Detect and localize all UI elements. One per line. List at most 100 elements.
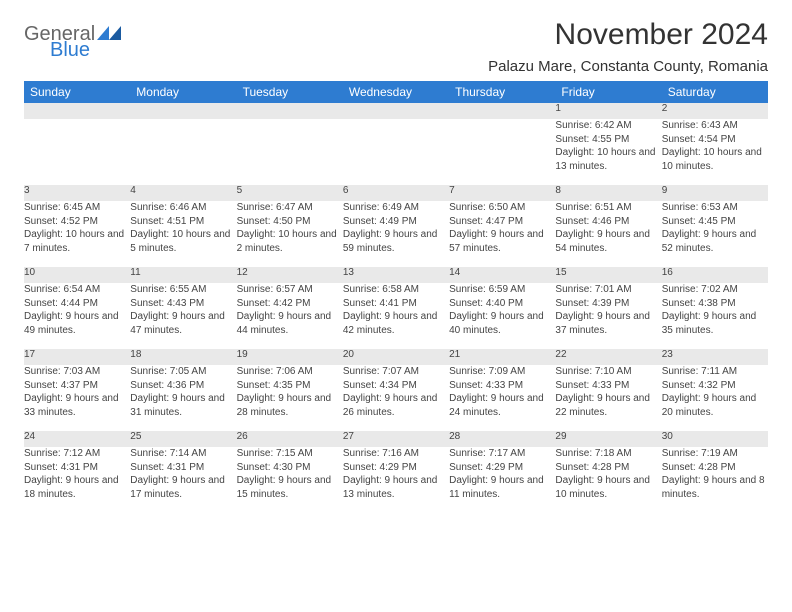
- sunset-line: Sunset: 4:30 PM: [237, 461, 343, 475]
- day-number-cell: 20: [343, 349, 449, 365]
- day-number-cell: 30: [662, 431, 768, 447]
- day-number-cell: 4: [130, 185, 236, 201]
- day-number-cell: 29: [555, 431, 661, 447]
- daylight-line: Daylight: 9 hours and 10 minutes.: [555, 474, 661, 501]
- sunset-line: Sunset: 4:40 PM: [449, 297, 555, 311]
- day-number-cell: 27: [343, 431, 449, 447]
- sunrise-line: Sunrise: 6:45 AM: [24, 201, 130, 215]
- daylight-line: Daylight: 10 hours and 10 minutes.: [662, 146, 768, 173]
- sunset-line: Sunset: 4:49 PM: [343, 215, 449, 229]
- day-number-cell: 8: [555, 185, 661, 201]
- sunrise-line: Sunrise: 7:03 AM: [24, 365, 130, 379]
- sunrise-line: Sunrise: 6:49 AM: [343, 201, 449, 215]
- daylight-line: Daylight: 9 hours and 20 minutes.: [662, 392, 768, 419]
- sunrise-line: Sunrise: 7:06 AM: [237, 365, 343, 379]
- day-number-cell: 9: [662, 185, 768, 201]
- header: General Blue November 2024 Palazu Mare, …: [24, 18, 768, 75]
- daylight-line: Daylight: 9 hours and 18 minutes.: [24, 474, 130, 501]
- sunset-line: Sunset: 4:50 PM: [237, 215, 343, 229]
- day-number-cell: 13: [343, 267, 449, 283]
- day-detail-cell: Sunrise: 7:17 AMSunset: 4:29 PMDaylight:…: [449, 447, 555, 513]
- sunrise-line: Sunrise: 6:53 AM: [662, 201, 768, 215]
- sunset-line: Sunset: 4:55 PM: [555, 133, 661, 147]
- col-tuesday: Tuesday: [237, 81, 343, 103]
- sunset-line: Sunset: 4:29 PM: [449, 461, 555, 475]
- daylight-line: Daylight: 9 hours and 8 minutes.: [662, 474, 768, 501]
- day-detail-cell: Sunrise: 7:10 AMSunset: 4:33 PMDaylight:…: [555, 365, 661, 431]
- day-number-cell: 3: [24, 185, 130, 201]
- sunrise-line: Sunrise: 6:51 AM: [555, 201, 661, 215]
- day-number-cell: 16: [662, 267, 768, 283]
- day-number-cell: 23: [662, 349, 768, 365]
- detail-row: Sunrise: 7:12 AMSunset: 4:31 PMDaylight:…: [24, 447, 768, 513]
- sunset-line: Sunset: 4:37 PM: [24, 379, 130, 393]
- daylight-line: Daylight: 9 hours and 33 minutes.: [24, 392, 130, 419]
- sunset-line: Sunset: 4:44 PM: [24, 297, 130, 311]
- logo-text-blue: Blue: [50, 40, 90, 60]
- day-number-cell: 10: [24, 267, 130, 283]
- sunset-line: Sunset: 4:32 PM: [662, 379, 768, 393]
- location: Palazu Mare, Constanta County, Romania: [488, 58, 768, 75]
- daylight-line: Daylight: 9 hours and 57 minutes.: [449, 228, 555, 255]
- sunrise-line: Sunrise: 6:59 AM: [449, 283, 555, 297]
- sunrise-line: Sunrise: 7:12 AM: [24, 447, 130, 461]
- col-friday: Friday: [555, 81, 661, 103]
- day-detail-cell: Sunrise: 7:19 AMSunset: 4:28 PMDaylight:…: [662, 447, 768, 513]
- day-number-cell: 14: [449, 267, 555, 283]
- sunset-line: Sunset: 4:42 PM: [237, 297, 343, 311]
- day-detail-cell: Sunrise: 6:53 AMSunset: 4:45 PMDaylight:…: [662, 201, 768, 267]
- day-number-cell: 11: [130, 267, 236, 283]
- sunrise-line: Sunrise: 6:50 AM: [449, 201, 555, 215]
- daylight-line: Daylight: 9 hours and 24 minutes.: [449, 392, 555, 419]
- day-number-cell: 17: [24, 349, 130, 365]
- sunrise-line: Sunrise: 7:18 AM: [555, 447, 661, 461]
- day-detail-cell: Sunrise: 6:59 AMSunset: 4:40 PMDaylight:…: [449, 283, 555, 349]
- sunrise-line: Sunrise: 6:54 AM: [24, 283, 130, 297]
- day-number-cell: 15: [555, 267, 661, 283]
- daylight-line: Daylight: 10 hours and 5 minutes.: [130, 228, 236, 255]
- sunset-line: Sunset: 4:52 PM: [24, 215, 130, 229]
- day-detail-cell: Sunrise: 7:05 AMSunset: 4:36 PMDaylight:…: [130, 365, 236, 431]
- sunrise-line: Sunrise: 6:42 AM: [555, 119, 661, 133]
- sunset-line: Sunset: 4:34 PM: [343, 379, 449, 393]
- daynum-row: 10111213141516: [24, 267, 768, 283]
- day-number-cell: 24: [24, 431, 130, 447]
- day-detail-cell: Sunrise: 6:50 AMSunset: 4:47 PMDaylight:…: [449, 201, 555, 267]
- day-detail-cell: Sunrise: 7:09 AMSunset: 4:33 PMDaylight:…: [449, 365, 555, 431]
- sunrise-line: Sunrise: 7:05 AM: [130, 365, 236, 379]
- sunset-line: Sunset: 4:33 PM: [555, 379, 661, 393]
- day-detail-cell: Sunrise: 6:58 AMSunset: 4:41 PMDaylight:…: [343, 283, 449, 349]
- day-number-cell: 25: [130, 431, 236, 447]
- sunrise-line: Sunrise: 7:07 AM: [343, 365, 449, 379]
- daylight-line: Daylight: 10 hours and 7 minutes.: [24, 228, 130, 255]
- daylight-line: Daylight: 9 hours and 54 minutes.: [555, 228, 661, 255]
- calendar-table: Sunday Monday Tuesday Wednesday Thursday…: [24, 81, 768, 513]
- logo-icon: [97, 24, 121, 44]
- col-wednesday: Wednesday: [343, 81, 449, 103]
- daylight-line: Daylight: 9 hours and 35 minutes.: [662, 310, 768, 337]
- sunset-line: Sunset: 4:31 PM: [24, 461, 130, 475]
- day-detail-cell: Sunrise: 7:02 AMSunset: 4:38 PMDaylight:…: [662, 283, 768, 349]
- detail-row: Sunrise: 7:03 AMSunset: 4:37 PMDaylight:…: [24, 365, 768, 431]
- day-number-cell: [237, 103, 343, 119]
- day-number-cell: 22: [555, 349, 661, 365]
- daylight-line: Daylight: 10 hours and 13 minutes.: [555, 146, 661, 173]
- day-number-cell: [24, 103, 130, 119]
- sunset-line: Sunset: 4:31 PM: [130, 461, 236, 475]
- daylight-line: Daylight: 9 hours and 17 minutes.: [130, 474, 236, 501]
- page-title: November 2024: [488, 18, 768, 52]
- day-detail-cell: Sunrise: 7:15 AMSunset: 4:30 PMDaylight:…: [237, 447, 343, 513]
- day-detail-cell: Sunrise: 7:12 AMSunset: 4:31 PMDaylight:…: [24, 447, 130, 513]
- col-thursday: Thursday: [449, 81, 555, 103]
- day-number-cell: 18: [130, 349, 236, 365]
- detail-row: Sunrise: 6:45 AMSunset: 4:52 PMDaylight:…: [24, 201, 768, 267]
- day-number-cell: 1: [555, 103, 661, 119]
- detail-row: Sunrise: 6:42 AMSunset: 4:55 PMDaylight:…: [24, 119, 768, 185]
- sunset-line: Sunset: 4:33 PM: [449, 379, 555, 393]
- sunrise-line: Sunrise: 6:57 AM: [237, 283, 343, 297]
- sunrise-line: Sunrise: 7:16 AM: [343, 447, 449, 461]
- daylight-line: Daylight: 9 hours and 44 minutes.: [237, 310, 343, 337]
- daylight-line: Daylight: 9 hours and 15 minutes.: [237, 474, 343, 501]
- sunset-line: Sunset: 4:45 PM: [662, 215, 768, 229]
- sunset-line: Sunset: 4:47 PM: [449, 215, 555, 229]
